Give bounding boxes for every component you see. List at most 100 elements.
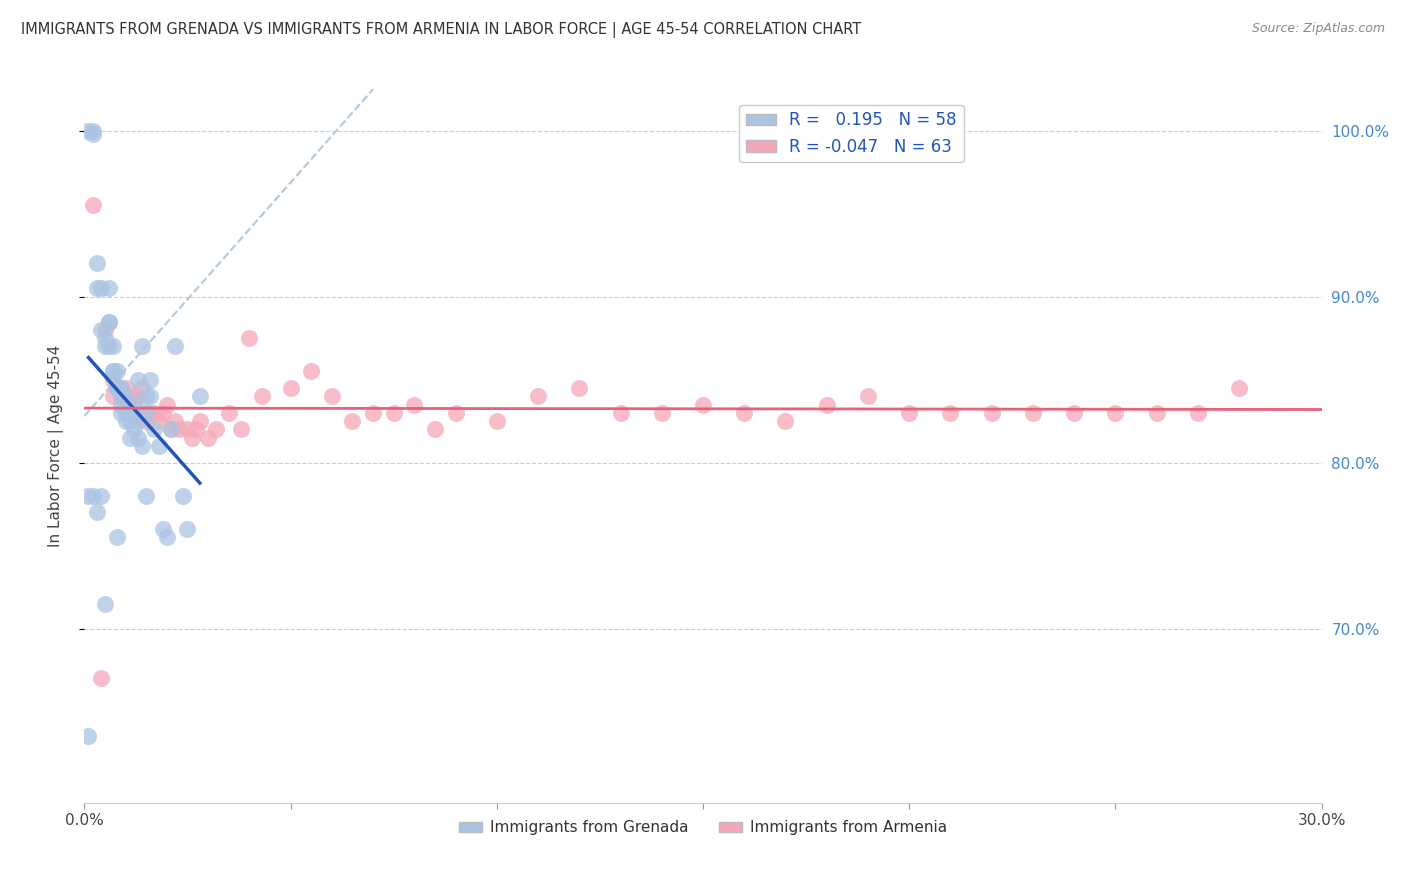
Point xyxy=(609,406,631,420)
Point xyxy=(103,364,125,378)
Point xyxy=(180,431,202,445)
Point xyxy=(568,381,591,395)
Point xyxy=(122,422,145,436)
Point xyxy=(651,406,673,420)
Point xyxy=(105,381,128,395)
Point xyxy=(90,281,112,295)
Point xyxy=(361,406,384,420)
Point xyxy=(280,381,302,395)
Legend: Immigrants from Grenada, Immigrants from Armenia: Immigrants from Grenada, Immigrants from… xyxy=(453,814,953,841)
Point xyxy=(1227,381,1250,395)
Point xyxy=(321,389,343,403)
Point xyxy=(127,389,149,403)
Point xyxy=(238,331,260,345)
Point xyxy=(156,530,179,544)
Point xyxy=(733,406,755,420)
Point xyxy=(98,314,121,328)
Point xyxy=(94,323,117,337)
Point xyxy=(382,406,405,420)
Point xyxy=(229,422,252,436)
Point xyxy=(1063,406,1085,420)
Point xyxy=(980,406,1002,420)
Point xyxy=(77,124,100,138)
Point xyxy=(105,364,128,378)
Point xyxy=(1022,406,1045,420)
Point xyxy=(1146,406,1168,420)
Point xyxy=(135,406,157,420)
Y-axis label: In Labor Force | Age 45-54: In Labor Force | Age 45-54 xyxy=(48,345,63,547)
Point xyxy=(143,422,166,436)
Point xyxy=(82,127,104,141)
Point xyxy=(856,389,879,403)
Point xyxy=(404,397,426,411)
Point xyxy=(127,431,149,445)
Point xyxy=(118,406,141,420)
Point xyxy=(118,431,141,445)
Point xyxy=(176,522,198,536)
Point xyxy=(110,406,132,420)
Point xyxy=(342,414,364,428)
Point xyxy=(184,422,207,436)
Point xyxy=(98,281,121,295)
Point xyxy=(135,406,157,420)
Point xyxy=(1187,406,1209,420)
Point xyxy=(135,489,157,503)
Point xyxy=(90,323,112,337)
Point xyxy=(165,339,187,353)
Point xyxy=(118,414,141,428)
Point xyxy=(1104,406,1126,420)
Point xyxy=(188,389,211,403)
Text: Source: ZipAtlas.com: Source: ZipAtlas.com xyxy=(1251,22,1385,36)
Point xyxy=(160,422,183,436)
Point xyxy=(152,522,174,536)
Point xyxy=(94,339,117,353)
Point xyxy=(90,489,112,503)
Point xyxy=(110,389,132,403)
Point xyxy=(105,381,128,395)
Point xyxy=(939,406,962,420)
Point xyxy=(444,406,467,420)
Point xyxy=(148,414,170,428)
Text: IMMIGRANTS FROM GRENADA VS IMMIGRANTS FROM ARMENIA IN LABOR FORCE | AGE 45-54 CO: IMMIGRANTS FROM GRENADA VS IMMIGRANTS FR… xyxy=(21,22,862,38)
Point xyxy=(86,281,108,295)
Point xyxy=(135,414,157,428)
Point xyxy=(98,314,121,328)
Point xyxy=(103,364,125,378)
Point xyxy=(423,422,446,436)
Point xyxy=(139,373,162,387)
Point xyxy=(86,505,108,519)
Point xyxy=(131,339,153,353)
Point xyxy=(218,406,240,420)
Point xyxy=(103,339,125,353)
Point xyxy=(131,381,153,395)
Point xyxy=(250,389,273,403)
Point xyxy=(94,597,117,611)
Point xyxy=(143,406,166,420)
Point xyxy=(127,414,149,428)
Point xyxy=(122,397,145,411)
Point xyxy=(110,381,132,395)
Point xyxy=(122,406,145,420)
Point xyxy=(77,489,100,503)
Point xyxy=(205,422,228,436)
Point xyxy=(114,381,136,395)
Point xyxy=(77,730,100,744)
Point xyxy=(527,389,550,403)
Point xyxy=(103,373,125,387)
Point xyxy=(898,406,921,420)
Point xyxy=(148,439,170,453)
Point xyxy=(485,414,508,428)
Point xyxy=(188,414,211,428)
Point xyxy=(82,489,104,503)
Point xyxy=(103,389,125,403)
Point xyxy=(160,422,183,436)
Point xyxy=(167,422,190,436)
Point xyxy=(118,389,141,403)
Point xyxy=(110,381,132,395)
Point xyxy=(176,422,198,436)
Point xyxy=(90,671,112,685)
Point xyxy=(815,397,838,411)
Point xyxy=(131,439,153,453)
Point xyxy=(114,389,136,403)
Point xyxy=(131,406,153,420)
